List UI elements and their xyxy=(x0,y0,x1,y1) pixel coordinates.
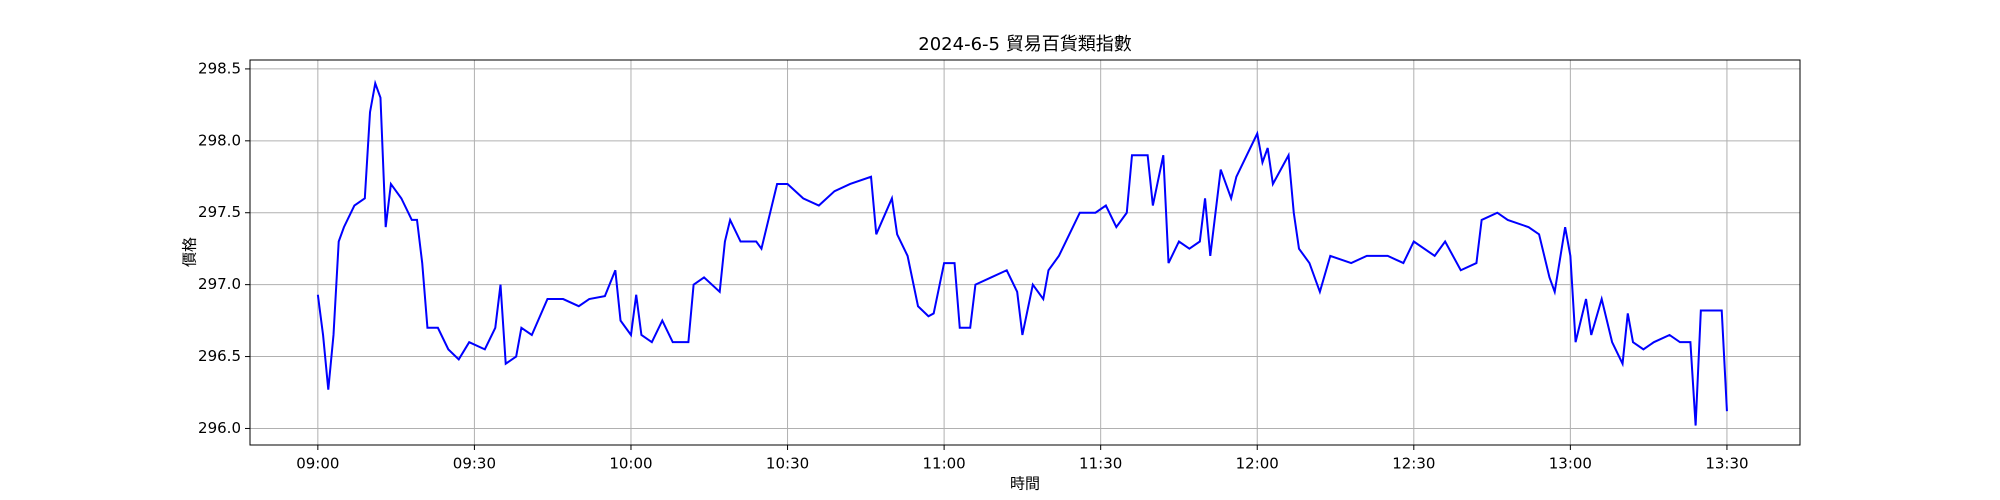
y-tick-label: 297.0 xyxy=(198,275,241,293)
x-tick-label: 10:30 xyxy=(766,455,809,473)
x-tick-label: 13:30 xyxy=(1705,455,1748,473)
x-tick-label: 13:00 xyxy=(1549,455,1592,473)
x-tick-label: 09:30 xyxy=(453,455,496,473)
y-tick-label: 298.5 xyxy=(198,59,241,77)
y-tick-label: 298.0 xyxy=(198,131,241,149)
plot-frame xyxy=(249,59,1801,446)
price-line xyxy=(316,79,1728,426)
x-tick-label: 12:30 xyxy=(1392,455,1435,473)
y-tick-label: 296.0 xyxy=(198,419,241,437)
y-tick-label: 297.5 xyxy=(198,203,241,221)
x-tick-label: 11:30 xyxy=(1079,455,1122,473)
x-tick-label: 12:00 xyxy=(1236,455,1279,473)
x-tick-label: 09:00 xyxy=(296,455,339,473)
x-tick-label: 10:00 xyxy=(609,455,652,473)
y-tick-label: 296.5 xyxy=(198,347,241,365)
x-tick-label: 11:00 xyxy=(922,455,965,473)
y-axis-label: 價格 xyxy=(181,237,199,267)
chart-title: 2024-6-5 貿易百貨類指數 xyxy=(918,34,1131,55)
x-axis-label: 時間 xyxy=(1010,475,1040,493)
